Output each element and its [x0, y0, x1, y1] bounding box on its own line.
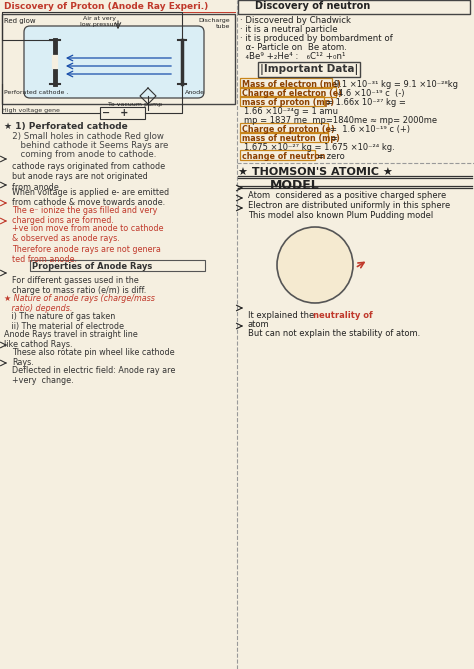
Text: Charge of proton (e): Charge of proton (e)	[242, 125, 335, 134]
Bar	[240, 78, 332, 88]
Bar	[30, 260, 205, 271]
Text: = zero: = zero	[318, 152, 345, 161]
Text: Red glow: Red glow	[4, 18, 36, 24]
Bar	[240, 132, 328, 142]
Text: Air at very
low pressure: Air at very low pressure	[80, 16, 120, 27]
Text: -: -	[307, 256, 311, 266]
Text: Charge of electron (e): Charge of electron (e)	[242, 89, 342, 98]
Text: change of neutron: change of neutron	[242, 152, 326, 161]
Text: Discharge
tube: Discharge tube	[199, 18, 230, 29]
Text: -: -	[291, 246, 295, 256]
Text: −   +: − +	[102, 108, 128, 118]
Text: It explained the: It explained the	[248, 311, 317, 320]
Text: · Discovered by Chadwick: · Discovered by Chadwick	[240, 16, 351, 25]
Text: -: -	[328, 270, 333, 280]
Text: ₄Be⁹ +₂He⁴ :   ₆C¹² +₀n¹: ₄Be⁹ +₂He⁴ : ₆C¹² +₀n¹	[240, 52, 346, 61]
Text: ★ Nature of anode rays (charge/mass
   ratio) depends.: ★ Nature of anode rays (charge/mass rati…	[4, 294, 155, 313]
Text: MODEL: MODEL	[270, 179, 320, 192]
Text: -: -	[298, 274, 302, 284]
Text: To vacuum pump: To vacuum pump	[108, 102, 162, 107]
Text: cathode rays originated from cathode
but anode rays are not originated
from anod: cathode rays originated from cathode but…	[12, 162, 165, 192]
Text: coming from anode to cathode.: coming from anode to cathode.	[4, 150, 156, 159]
Text: 4.6 ×10⁻¹⁹ c  (-): 4.6 ×10⁻¹⁹ c (-)	[338, 89, 405, 98]
Text: mass of proton (mp): mass of proton (mp)	[242, 98, 334, 107]
Text: +: +	[291, 258, 300, 268]
Text: Deflected in electric field: Anode ray are
+very  change.: Deflected in electric field: Anode ray a…	[12, 366, 175, 385]
Text: 2) Small holes in cathode Red glow: 2) Small holes in cathode Red glow	[4, 132, 164, 141]
Bar	[238, 0, 470, 14]
Text: 1.675 ×10⁻²⁷ kg = 1.675 ×10⁻²⁴ kg.: 1.675 ×10⁻²⁷ kg = 1.675 ×10⁻²⁴ kg.	[244, 143, 395, 152]
Text: i) The nature of gas taken
   ii) The material of electrode: i) The nature of gas taken ii) The mater…	[4, 312, 124, 331]
Text: · it is produced by bombardment of: · it is produced by bombardment of	[240, 34, 393, 43]
Text: neutrality of: neutrality of	[312, 311, 373, 320]
Text: · it is a neutral particle: · it is a neutral particle	[240, 25, 337, 34]
Text: atom: atom	[248, 320, 270, 329]
Text: Discovery of neutron: Discovery of neutron	[255, 1, 370, 11]
Text: +: +	[319, 256, 328, 266]
Text: =  1.6 ×10⁻¹⁹ c (+): = 1.6 ×10⁻¹⁹ c (+)	[330, 125, 410, 134]
Text: When voltage is applied e- are emitted
from cathode & move towards anode.: When voltage is applied e- are emitted f…	[12, 188, 169, 207]
Bar	[100, 107, 145, 119]
Text: These also rotate pin wheel like cathode
Rays.: These also rotate pin wheel like cathode…	[12, 348, 174, 367]
Circle shape	[277, 227, 353, 303]
Text: +: +	[330, 258, 340, 268]
Text: +: +	[319, 242, 328, 252]
Text: mass of neutron (mp): mass of neutron (mp)	[242, 134, 340, 143]
Text: +ve ion move from anode to cathode
& observed as anode rays.
Therefore anode ray: +ve ion move from anode to cathode & obs…	[12, 224, 164, 264]
Text: +: +	[302, 240, 311, 250]
Text: 9.1 ×10⁻³¹ kg = 9.1 ×10⁻²⁸kg: 9.1 ×10⁻³¹ kg = 9.1 ×10⁻²⁸kg	[334, 80, 458, 89]
Text: ★ 1) Perforated cathode: ★ 1) Perforated cathode	[4, 122, 128, 131]
Text: behind cathode it Seems Rays are: behind cathode it Seems Rays are	[4, 141, 168, 150]
Text: ★ THOMSON'S ATOMIC ★: ★ THOMSON'S ATOMIC ★	[238, 167, 393, 177]
Text: Properties of Anode Rays: Properties of Anode Rays	[32, 262, 152, 271]
Text: = 1.66x 10⁻²⁷ kg =: = 1.66x 10⁻²⁷ kg =	[326, 98, 406, 107]
Bar	[240, 87, 337, 97]
Text: mp = 1837 me  mp=1840me ≈ mp= 2000me: mp = 1837 me mp=1840me ≈ mp= 2000me	[244, 116, 437, 125]
Bar	[2, 14, 235, 104]
FancyBboxPatch shape	[24, 26, 204, 98]
Text: Perforated cathode .: Perforated cathode .	[4, 90, 68, 95]
Text: For different gasses used in the
charge to mass ratio (e/m) is diff.: For different gasses used in the charge …	[12, 276, 146, 296]
Bar	[240, 150, 315, 160]
Text: Anode Rays travel in straight line
like cathod Rays.: Anode Rays travel in straight line like …	[4, 330, 138, 349]
Text: Discovery of Proton (Anode Ray Experi.): Discovery of Proton (Anode Ray Experi.)	[4, 2, 208, 11]
Text: =: =	[330, 134, 337, 143]
Text: The e⁻ ionize the gas filled and very
charged ions are formed.: The e⁻ ionize the gas filled and very ch…	[12, 206, 157, 225]
Bar	[240, 123, 328, 133]
Text: Atom  considered as a positive charged sphere: Atom considered as a positive charged sp…	[248, 191, 446, 200]
Text: Mass of electron (me): Mass of electron (me)	[242, 80, 341, 89]
Text: Electron are distributed uniformly in this sphere: Electron are distributed uniformly in th…	[248, 201, 450, 210]
Text: But can not explain the stability of atom.: But can not explain the stability of ato…	[248, 329, 420, 338]
Text: High voltage gene: High voltage gene	[2, 108, 60, 113]
Text: 1.66 ×10⁻²⁴g = 1 amu: 1.66 ×10⁻²⁴g = 1 amu	[244, 107, 338, 116]
Text: -: -	[333, 248, 337, 258]
Text: |Important Data|: |Important Data|	[260, 64, 358, 75]
Text: This model also known Plum Pudding model: This model also known Plum Pudding model	[248, 211, 433, 220]
Text: +: +	[312, 272, 322, 282]
Text: α- Particle on  Be atom.: α- Particle on Be atom.	[240, 43, 347, 52]
Bar	[240, 96, 324, 106]
Text: Anode: Anode	[185, 90, 205, 95]
